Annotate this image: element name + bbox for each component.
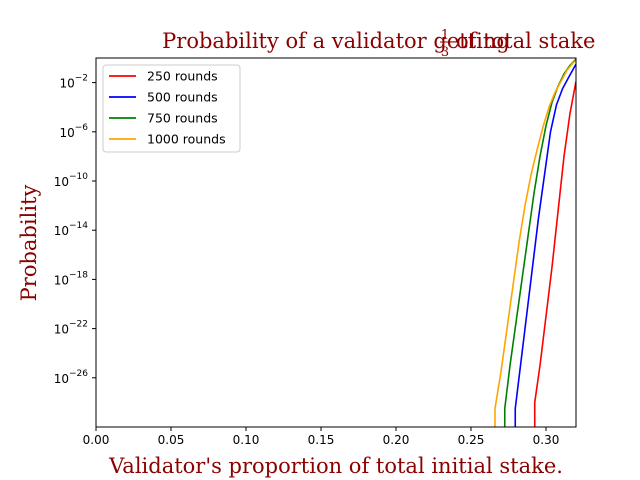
- y-tick-exponent: −26: [69, 369, 88, 379]
- x-axis: 0.00 0.05 0.10 0.15 0.20 0.25 0.30: [83, 427, 560, 447]
- y-tick-base: 10: [54, 323, 69, 337]
- legend-label: 750 rounds: [147, 111, 218, 126]
- x-axis-label: Validator's proportion of total initial …: [108, 454, 563, 478]
- series-line-0: [533, 81, 576, 427]
- legend: 250 rounds 500 rounds 750 rounds 1000 round…: [102, 64, 241, 153]
- chart-title: Probability of a validator getting: [162, 29, 510, 53]
- legend-label: 1000 rounds: [147, 132, 226, 147]
- x-tick-label: 0.20: [383, 433, 410, 447]
- y-tick-label: 10−26: [54, 369, 89, 386]
- y-tick-exponent: −14: [69, 221, 88, 231]
- chart-title-fraction: 1 3: [440, 28, 450, 60]
- y-tick-base: 10: [59, 77, 74, 91]
- legend-label: 500 rounds: [147, 90, 218, 105]
- y-tick-base: 10: [54, 372, 69, 386]
- y-tick-exponent: −10: [69, 172, 88, 182]
- y-tick-label: 10−14: [54, 221, 89, 238]
- y-tick-base: 10: [59, 126, 74, 140]
- y-tick-exponent: −22: [69, 320, 88, 330]
- chart-title-fraction-numerator: 1: [441, 28, 449, 43]
- legend-label: 250 rounds: [147, 69, 218, 84]
- y-axis-label: Probability: [17, 185, 41, 302]
- chart-title-before: Probability of a validator getting: [162, 29, 510, 53]
- y-tick-exponent: −18: [69, 270, 88, 280]
- x-tick-label: 0.15: [308, 433, 335, 447]
- series-line-3: [494, 59, 576, 427]
- y-tick-label: 10−2: [59, 74, 88, 91]
- series-layer: [494, 58, 576, 427]
- y-tick-base: 10: [54, 224, 69, 238]
- x-tick-label: 0.00: [83, 433, 110, 447]
- y-tick-base: 10: [54, 273, 69, 287]
- y-tick-exponent: −2: [75, 74, 88, 84]
- series-line-2: [503, 58, 576, 427]
- legend-box: [102, 64, 241, 153]
- y-tick-base: 10: [54, 175, 69, 189]
- series-line-1: [514, 63, 576, 427]
- y-tick-label: 10−22: [54, 320, 88, 337]
- x-tick-label: 0.30: [533, 433, 560, 447]
- y-tick-label: 10−10: [54, 172, 89, 189]
- plot-frame: [95, 57, 577, 428]
- chart-title-after: of total stake: [456, 29, 595, 53]
- y-tick-label: 10−18: [54, 270, 89, 287]
- chart-title-fraction-denominator: 3: [441, 45, 449, 60]
- x-tick-label: 0.25: [458, 433, 485, 447]
- x-tick-label: 0.05: [158, 433, 185, 447]
- x-tick-label: 0.10: [233, 433, 260, 447]
- y-tick-exponent: −6: [75, 123, 89, 133]
- y-tick-label: 10−6: [59, 123, 88, 140]
